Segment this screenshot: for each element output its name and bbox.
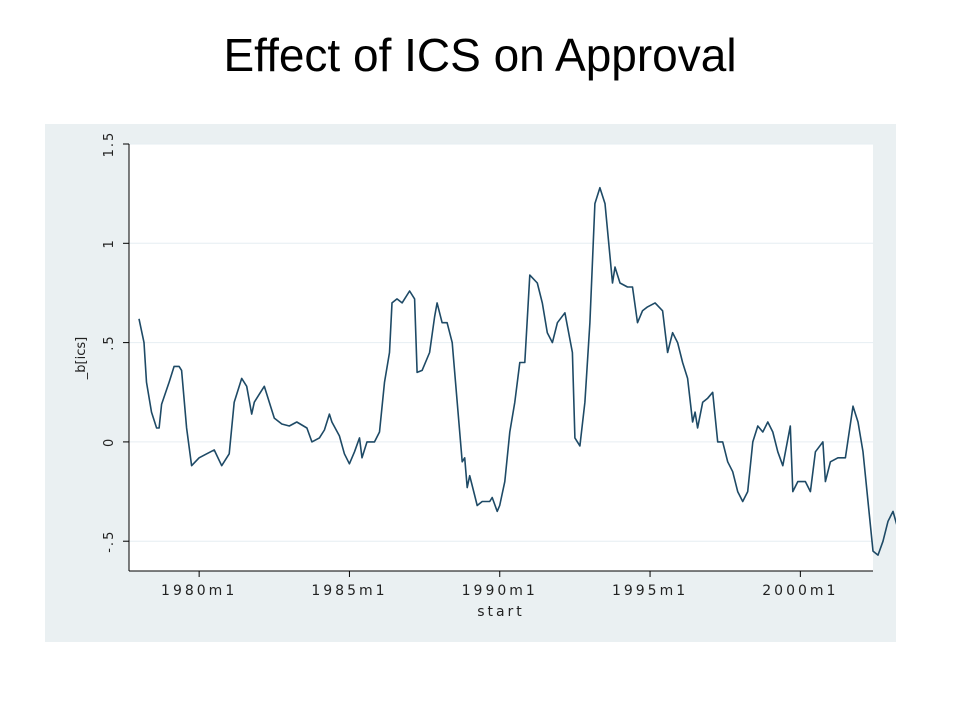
x-tick-label: 1995m1 xyxy=(612,583,688,599)
chart-panel: -.5 0 .5 1 1.5 1980m1 1985m1 1990m1 1995m1 2000m… xyxy=(45,124,934,642)
y-tick-label: .5 xyxy=(102,334,117,350)
x-tick-label: 2000m1 xyxy=(762,583,838,599)
plot-area xyxy=(129,144,873,571)
x-axis-ticks: 1980m1 1985m1 1990m1 1995m1 2000m1 xyxy=(161,571,838,599)
x-tick-label: 1985m1 xyxy=(311,583,387,599)
y-axis-ticks: -.5 0 .5 1 1.5 xyxy=(102,131,129,553)
y-tick-label: 1 xyxy=(102,238,117,248)
y-axis-label: _b[ics] xyxy=(74,337,89,380)
gridlines xyxy=(129,143,873,542)
y-tick-label: 0 xyxy=(102,437,117,447)
slide-title: Effect of ICS on Approval xyxy=(223,29,737,81)
line-chart: -.5 0 .5 1 1.5 1980m1 1985m1 1990m1 1995m1 2000m… xyxy=(74,131,934,620)
series-line xyxy=(138,186,934,556)
x-tick-label: 1990m1 xyxy=(462,583,538,599)
y-tick-label: 1.5 xyxy=(102,131,117,158)
x-tick-label: 1980m1 xyxy=(161,583,237,599)
y-tick-label: -.5 xyxy=(102,530,117,553)
x-axis-label: start xyxy=(477,604,525,620)
